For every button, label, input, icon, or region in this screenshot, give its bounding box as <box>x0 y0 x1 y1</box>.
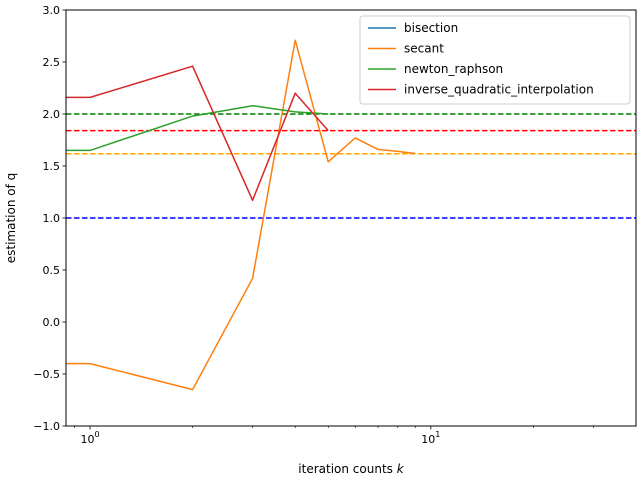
y-tick-label: 0.5 <box>43 264 61 277</box>
legend-box <box>359 15 631 105</box>
legend-label: secant <box>404 42 444 56</box>
y-axis-ticks: −1.0 −0.5 0.0 0.5 1.0 1.5 2.0 2.5 3.0 <box>33 4 66 433</box>
x-axis-ticks: 100 101 <box>74 426 594 446</box>
series-line-newton_raphson <box>66 104 329 152</box>
y-tick-label: 3.0 <box>43 4 61 17</box>
series-lines <box>66 39 416 391</box>
y-tick-label: 0.0 <box>43 316 61 329</box>
legend-label: newton_raphson <box>404 62 503 76</box>
series-line-inverse_quadratic_interpolation <box>66 65 329 202</box>
legend-label: inverse_quadratic_interpolation <box>404 83 594 97</box>
y-tick-label: 2.0 <box>43 108 61 121</box>
x-axis-label: iteration counts k <box>298 462 404 476</box>
y-tick-label: −1.0 <box>33 420 60 433</box>
legend: bisection secant newton_raphson inverse_qua… <box>359 15 631 105</box>
y-tick-label: −0.5 <box>33 368 60 381</box>
x-tick-label: 100 <box>81 430 100 446</box>
y-tick-label: 1.0 <box>43 212 61 225</box>
y-axis-label: estimation of q <box>4 173 18 264</box>
legend-label: bisection <box>404 21 458 35</box>
reference-lines <box>66 113 636 219</box>
series-line-secant <box>66 39 416 391</box>
x-tick-label: 101 <box>421 430 440 446</box>
y-tick-label: 1.5 <box>43 160 61 173</box>
y-tick-label: 2.5 <box>43 56 61 69</box>
